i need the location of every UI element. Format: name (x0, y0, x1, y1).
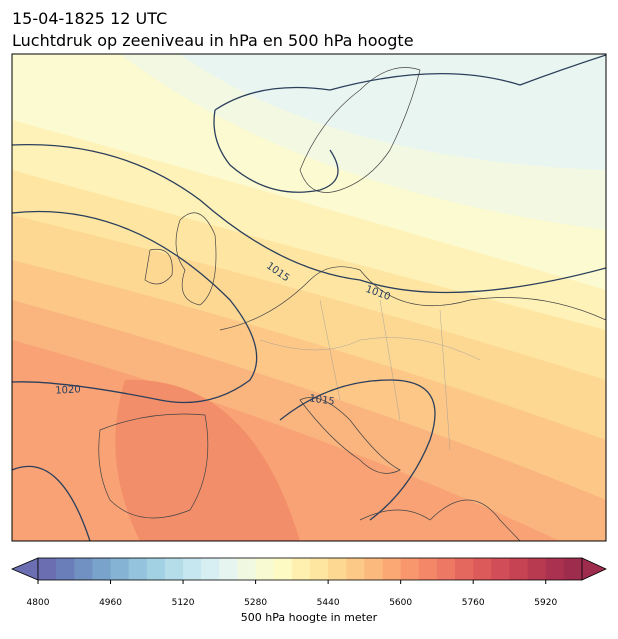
colorbar-segment (400, 558, 420, 580)
colorbar-segment (56, 558, 75, 580)
colorbar-segment (146, 558, 166, 580)
colorbar-segment (563, 558, 583, 580)
colorbar-segment (74, 558, 93, 580)
colorbar-segment (128, 558, 148, 580)
title: 15-04-1825 12 UTC (12, 9, 167, 28)
colorbar-segment (527, 558, 547, 580)
colorbar-tick-label: 5600 (389, 598, 412, 608)
colorbar-segment (164, 558, 184, 580)
colorbar-segment (219, 558, 238, 580)
subtitle: Luchtdruk op zeeniveau in hPa en 500 hPa… (12, 31, 414, 50)
colorbar-segment (436, 558, 456, 580)
colorbar-segment (382, 558, 402, 580)
colorbar-tick-label: 4800 (27, 598, 50, 608)
isobar-label: 1020 (55, 384, 81, 396)
colorbar-segment (418, 558, 438, 580)
colorbar-segment (291, 558, 311, 580)
isobar-label: 1015 (309, 393, 336, 407)
colorbar-tick-label: 4960 (99, 598, 122, 608)
colorbar-segment (346, 558, 365, 580)
colorbar-segment (255, 558, 275, 580)
colorbar-tick-label: 5760 (462, 598, 485, 608)
colorbar-extend-high (581, 557, 607, 581)
colorbar-segment (38, 558, 57, 580)
colorbar-segment (509, 558, 529, 580)
colorbar-segment (545, 558, 565, 580)
colorbar-tick-label: 5440 (317, 598, 340, 608)
colorbar-extend-low (10, 557, 39, 581)
colorbar-segment (183, 558, 202, 580)
colorbar-frame (37, 557, 583, 581)
colorbar-segment (273, 558, 293, 580)
colorbar-segment (491, 558, 510, 580)
colorbar-tick-label: 5120 (172, 598, 195, 608)
map (12, 54, 606, 541)
colorbar-segment (364, 558, 384, 580)
colorbar-tick-label: 5280 (244, 598, 267, 608)
colorbar-label: 500 hPa hoogte in meter (241, 611, 378, 624)
colorbar-segment (328, 558, 347, 580)
colorbar-segment (237, 558, 257, 580)
colorbar-segment (92, 558, 112, 580)
colorbar-segment (201, 558, 220, 580)
colorbar-segment (310, 558, 329, 580)
colorbar-segment (110, 558, 130, 580)
colorbar-tick-label: 5920 (534, 598, 557, 608)
colorbar-segment (473, 558, 492, 580)
map-frame (11, 53, 607, 542)
colorbar-segment (455, 558, 474, 580)
